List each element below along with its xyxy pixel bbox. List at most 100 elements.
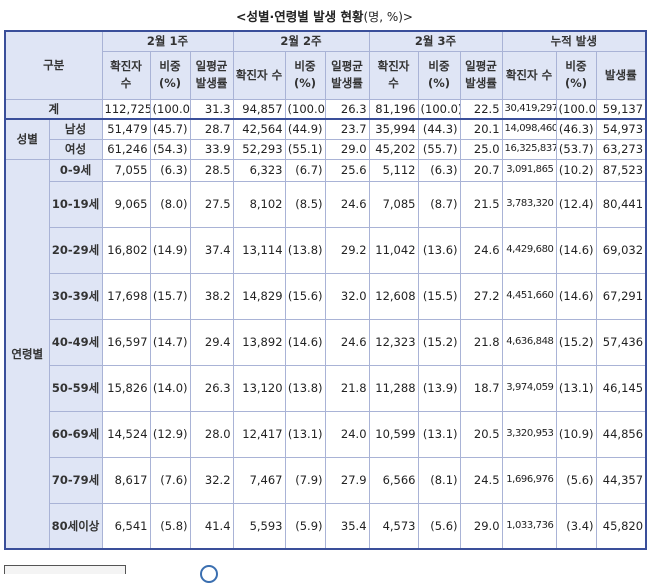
cell-daily-rate: 26.3 bbox=[324, 98, 370, 120]
cell-cases: 10,599 bbox=[368, 410, 419, 458]
cell-share: (45.7) bbox=[149, 118, 191, 140]
page-bottom-controls bbox=[0, 564, 649, 583]
cell-cases: 6,323 bbox=[232, 158, 286, 182]
cell-share: (100.0) bbox=[284, 98, 326, 120]
table-row-female: 여성 61,246 (54.3) 33.9 52,293 (55.1) 29.0 45,20… bbox=[5, 138, 647, 160]
cell-cases: 45,202 bbox=[368, 138, 419, 160]
header-cumulative: 누적 발생 bbox=[501, 30, 647, 52]
cell-share: (5.6) bbox=[417, 502, 461, 550]
cell-share: (12.9) bbox=[149, 410, 191, 458]
cell-share: (53.7) bbox=[555, 138, 597, 160]
cell-share: (14.6) bbox=[555, 272, 597, 320]
cell-share: (10.9) bbox=[555, 410, 597, 458]
cell-cases: 61,246 bbox=[101, 138, 151, 160]
table-row-age-80: 80세이상 6,541 (5.8) 41.4 5,593 (5.9) 35.4 4,573(… bbox=[5, 502, 647, 550]
cell-share: (7.6) bbox=[149, 456, 191, 504]
row-label: 10-19세 bbox=[48, 180, 103, 228]
header-cum-rate: 발생률 bbox=[595, 50, 647, 100]
cell-cases: 8,102 bbox=[232, 180, 286, 228]
cell-cases: 6,541 bbox=[101, 502, 151, 550]
cell-share: (14.9) bbox=[149, 226, 191, 274]
cell-cases: 5,593 bbox=[232, 502, 286, 550]
cell-cases: 11,042 bbox=[368, 226, 419, 274]
cell-cases: 3,091,865 bbox=[501, 158, 557, 182]
cell-share: (13.1) bbox=[284, 410, 326, 458]
cell-share: (15.2) bbox=[555, 318, 597, 366]
cell-daily-rate: 24.6 bbox=[324, 180, 370, 228]
header-week-2: 2월 2주 bbox=[232, 30, 370, 52]
header-daily-rate: 일평균 발생률 bbox=[324, 50, 370, 100]
cell-cases: 11,288 bbox=[368, 364, 419, 412]
cell-share: (13.9) bbox=[417, 364, 461, 412]
cell-daily-rate: 21.8 bbox=[459, 318, 503, 366]
cell-daily-rate: 80,441 bbox=[595, 180, 647, 228]
table-row-age-10: 10-19세 9,065 (8.0) 27.5 8,102 (8.5) 24.6 7,085… bbox=[5, 180, 647, 228]
cell-share: (100.0) bbox=[555, 98, 597, 120]
row-label: 여성 bbox=[48, 138, 103, 160]
stats-table: 구분 2월 1주 2월 2주 2월 3주 누적 발생 확진자 수 비중 (%) … bbox=[4, 30, 648, 550]
header-share: 비중 (%) bbox=[149, 50, 191, 100]
table-row-male: 성별 남성 51,479 (45.7) 28.7 42,564 (44.9) 23.7 35… bbox=[4, 118, 647, 160]
cell-cases: 51,479 bbox=[101, 118, 151, 140]
cell-daily-rate: 24.6 bbox=[324, 318, 370, 366]
cell-cases: 81,196 bbox=[368, 98, 419, 120]
cell-daily-rate: 37.4 bbox=[189, 226, 234, 274]
table-row-total: 계 112,725(100.0)31.394,857(100.0)26.381,… bbox=[4, 98, 647, 120]
cell-share: (8.1) bbox=[417, 456, 461, 504]
cell-share: (5.9) bbox=[284, 502, 326, 550]
cell-share: (3.4) bbox=[555, 502, 597, 550]
cell-daily-rate: 22.5 bbox=[459, 98, 503, 120]
row-label: 60-69세 bbox=[48, 410, 103, 458]
row-label: 80세이상 bbox=[48, 502, 103, 550]
header-daily-rate: 일평균 발생률 bbox=[459, 50, 503, 100]
cell-daily-rate: 29.0 bbox=[324, 138, 370, 160]
row-label: 70-79세 bbox=[48, 456, 103, 504]
cell-cases: 3,974,059 bbox=[501, 364, 557, 412]
header-share: 비중 (%) bbox=[284, 50, 326, 100]
cell-daily-rate: 31.3 bbox=[189, 98, 234, 120]
cell-daily-rate: 25.6 bbox=[324, 158, 370, 182]
cell-share: (55.7) bbox=[417, 138, 461, 160]
cell-share: (14.6) bbox=[555, 226, 597, 274]
header-week-3: 2월 3주 bbox=[368, 30, 503, 52]
cell-daily-rate: 38.2 bbox=[189, 272, 234, 320]
cell-cases: 3,783,320 bbox=[501, 180, 557, 228]
cell-daily-rate: 69,032 bbox=[595, 226, 647, 274]
cell-cases: 12,323 bbox=[368, 318, 419, 366]
cell-daily-rate: 28.5 bbox=[189, 158, 234, 182]
header-cases: 확진자 수 bbox=[232, 50, 286, 100]
cell-daily-rate: 33.9 bbox=[189, 138, 234, 160]
cell-daily-rate: 41.4 bbox=[189, 502, 234, 550]
partial-button[interactable] bbox=[4, 565, 126, 574]
cell-cases: 12,608 bbox=[368, 272, 419, 320]
cell-share: (14.6) bbox=[284, 318, 326, 366]
cell-share: (6.3) bbox=[149, 158, 191, 182]
table-title-unit: (명, %)> bbox=[363, 10, 413, 24]
header-week-1: 2월 1주 bbox=[101, 30, 234, 52]
table-row-age-0: 연령별 0-9세 7,055 (6.3) 28.5 6,323 (6.7) 25.6 5,1… bbox=[4, 158, 647, 550]
cell-share: (54.3) bbox=[149, 138, 191, 160]
row-label: 남성 bbox=[48, 118, 103, 140]
cell-share: (8.0) bbox=[149, 180, 191, 228]
cell-cases: 16,597 bbox=[101, 318, 151, 366]
cell-share: (7.9) bbox=[284, 456, 326, 504]
cell-cases: 4,429,680 bbox=[501, 226, 557, 274]
header-cum-cases: 확진자 수 bbox=[501, 50, 557, 100]
cell-daily-rate: 25.0 bbox=[459, 138, 503, 160]
cell-share: (12.4) bbox=[555, 180, 597, 228]
group-label-sex: 성별 bbox=[4, 118, 50, 160]
cell-daily-rate: 18.7 bbox=[459, 364, 503, 412]
cell-share: (15.5) bbox=[417, 272, 461, 320]
cell-cases: 3,320,953 bbox=[501, 410, 557, 458]
cell-cases: 35,994 bbox=[368, 118, 419, 140]
cell-cases: 13,114 bbox=[232, 226, 286, 274]
cell-cases: 8,617 bbox=[101, 456, 151, 504]
cell-daily-rate: 35.4 bbox=[324, 502, 370, 550]
table-row-age-60: 60-69세 14,524 (12.9) 28.0 12,417 (13.1) 24.0 1… bbox=[5, 410, 647, 458]
cell-daily-rate: 63,273 bbox=[595, 138, 647, 160]
table-row-age-40: 40-49세 16,597 (14.7) 29.4 13,892 (14.6) 24.6 1… bbox=[5, 318, 647, 366]
cell-daily-rate: 29.2 bbox=[324, 226, 370, 274]
cell-daily-rate: 59,137 bbox=[595, 98, 647, 120]
cell-share: (5.8) bbox=[149, 502, 191, 550]
cell-daily-rate: 26.3 bbox=[189, 364, 234, 412]
